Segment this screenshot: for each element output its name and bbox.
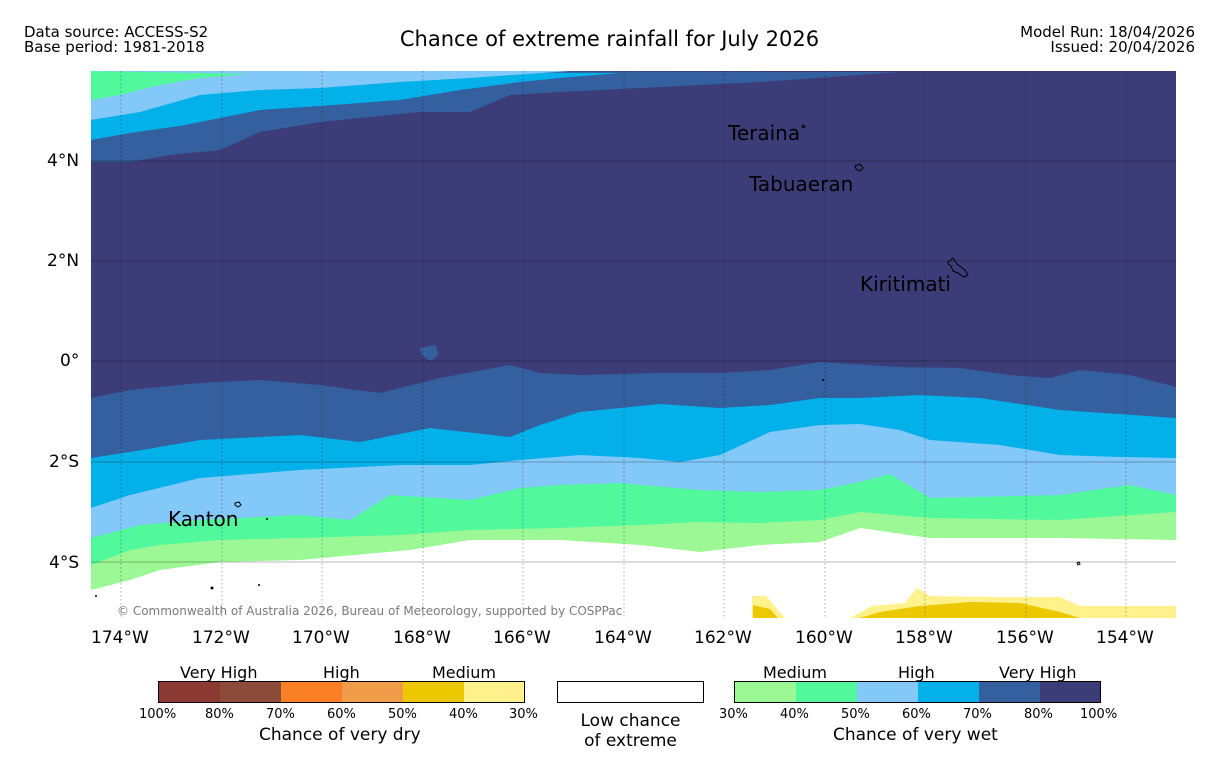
wet-category-high: High	[898, 663, 935, 682]
wet-pct-30: 30%	[719, 707, 748, 722]
extreme-wet-area	[91, 71, 1176, 398]
wet-swatch-50-60	[857, 681, 918, 703]
dry-pct-80: 80%	[205, 707, 234, 722]
blue-patch	[420, 345, 438, 361]
wet-pct-70: 70%	[963, 707, 992, 722]
lon-label-160w: 160°W	[795, 628, 853, 648]
low-chance-label-line2: of extreme	[584, 731, 677, 751]
wet-swatch-40-50	[796, 681, 857, 703]
wet-legend-caption: Chance of very wet	[833, 725, 998, 745]
place-label-kiritimati: Kiritimati	[860, 272, 951, 296]
medium-high-wet-band-upper	[91, 71, 250, 100]
lon-label-162w: 162°W	[694, 628, 752, 648]
copyright-notice: © Commonwealth of Australia 2026, Bureau…	[117, 604, 623, 618]
islet-dot	[95, 595, 97, 597]
islet-dot	[266, 518, 268, 520]
islet-dot	[210, 586, 214, 590]
wet-swatch-80-100	[1040, 681, 1101, 703]
wet-pct-80: 80%	[1024, 707, 1053, 722]
lat-label-4s: 4°S	[49, 553, 80, 573]
place-label-tabuaeran: Tabuaeran	[749, 172, 854, 196]
lat-label-2n: 2°N	[47, 251, 80, 271]
model-run-label: Model Run: 18/04/2026	[1020, 23, 1195, 41]
lat-label-equator: 0°	[60, 351, 80, 371]
low-chance-swatch	[557, 681, 704, 703]
graticule	[91, 71, 1176, 618]
dry-legend-caption: Chance of very dry	[259, 725, 421, 745]
lat-label-2s: 2°S	[49, 452, 80, 472]
dry-category-very-high: Very High	[180, 663, 258, 682]
dry-swatch-80-70	[220, 681, 281, 703]
lon-label-174w: 174°W	[91, 628, 149, 648]
dry-swatch-100-80	[158, 681, 220, 703]
base-period-label: Base period: 1981-2018	[24, 38, 205, 56]
islet-dot	[822, 379, 824, 381]
kanton-island-outline	[234, 501, 242, 508]
issued-label: Issued: 20/04/2026	[1050, 38, 1195, 56]
dry-pct-50: 50%	[388, 707, 417, 722]
data-source-label: Data source: ACCESS-S2	[24, 23, 209, 41]
wet-swatch-30-40	[734, 681, 796, 703]
lat-label-4n: 4°N	[47, 151, 80, 171]
dry-category-medium: Medium	[432, 663, 496, 682]
lon-label-158w: 158°W	[895, 628, 953, 648]
lon-label-156w: 156°W	[996, 628, 1054, 648]
dry-swatch-60-50	[342, 681, 403, 703]
lon-label-168w: 168°W	[393, 628, 451, 648]
teraina-island-outline	[801, 124, 806, 129]
wet-pct-50: 50%	[841, 707, 870, 722]
islet-dot	[258, 584, 260, 586]
low-chance-label-line1: Low chance	[580, 711, 681, 731]
wet-swatch-70-80	[979, 681, 1040, 703]
dry-swatch-40-30	[464, 681, 525, 703]
tabuaeran-island-outline	[854, 163, 864, 172]
lon-label-170w: 170°W	[292, 628, 350, 648]
wet-pct-100: 100%	[1080, 707, 1118, 722]
dry-pct-60: 60%	[327, 707, 356, 722]
kiritimati-island-outline	[947, 257, 969, 278]
dry-pct-40: 40%	[449, 707, 478, 722]
dry-pct-70: 70%	[266, 707, 295, 722]
lon-label-164w: 164°W	[594, 628, 652, 648]
wet-pct-60: 60%	[902, 707, 931, 722]
high-wet-band-upper	[91, 71, 570, 120]
lon-label-154w: 154°W	[1096, 628, 1154, 648]
dry-pct-100: 100%	[139, 707, 177, 722]
wet-category-very-high: Very High	[999, 663, 1077, 682]
dry-swatch-70-60	[281, 681, 342, 703]
wet-pct-40: 40%	[780, 707, 809, 722]
dry-category-high: High	[323, 663, 360, 682]
place-label-kanton: Kanton	[168, 507, 239, 531]
medium-dry-area	[753, 602, 1080, 618]
lon-label-172w: 172°W	[192, 628, 250, 648]
wet-swatch-60-70	[918, 681, 979, 703]
lon-label-166w: 166°W	[493, 628, 551, 648]
dry-pct-30: 30%	[509, 707, 538, 722]
dry-swatch-50-40	[403, 681, 464, 703]
map-title: Chance of extreme rainfall for July 2026	[399, 27, 820, 51]
wet-category-medium: Medium	[763, 663, 827, 682]
small-islet-outline	[1076, 561, 1081, 566]
place-label-teraina: Teraina	[728, 121, 801, 145]
